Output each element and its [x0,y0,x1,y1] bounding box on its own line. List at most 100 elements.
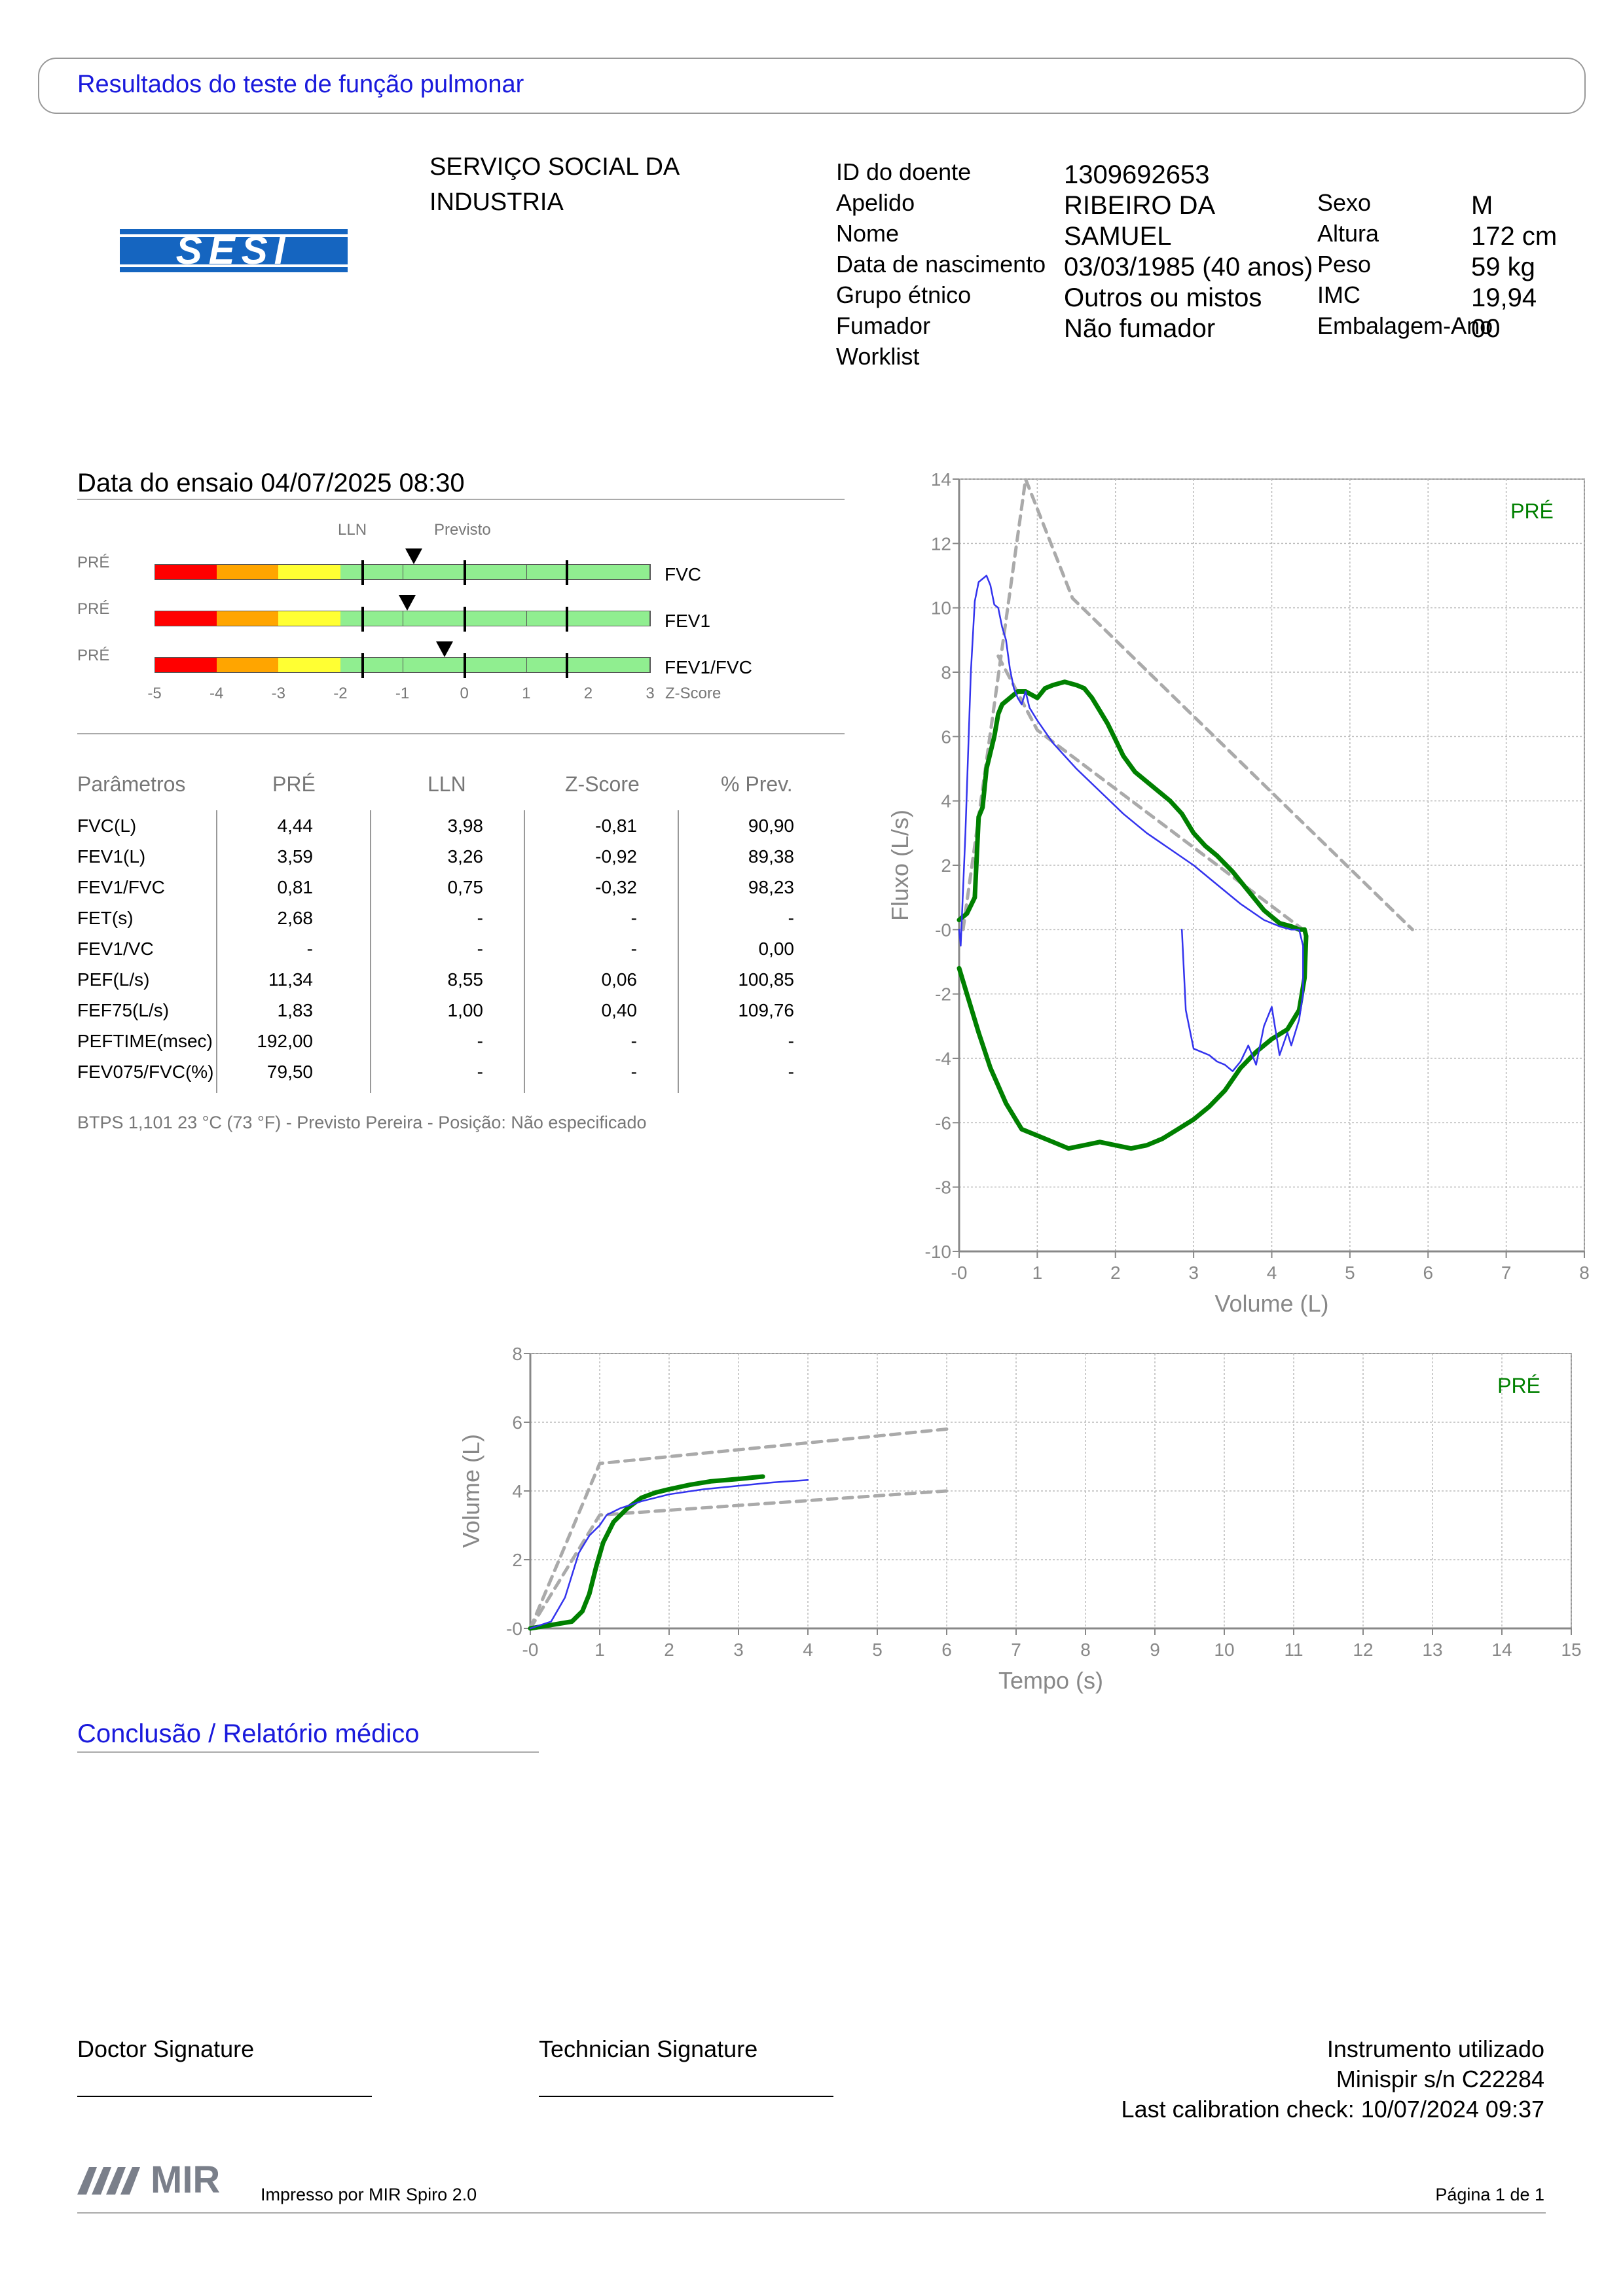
x-tick-label: 3 [733,1640,744,1660]
zscore-grid-tick [650,657,651,673]
param-name: FEV1(L) [77,846,146,867]
y-tick-label: -6 [935,1113,951,1133]
params-header-name: Parâmetros [77,772,186,796]
sex-label: Sexo [1317,189,1372,216]
name-label: Nome [836,220,900,247]
table-footnote: BTPS 1,101 23 °C (73 °F) - Previsto Pere… [77,1113,647,1132]
technician-signature-label: Technician Signature [539,2036,758,2062]
x-tick-label: 3 [1188,1263,1199,1283]
x-tick-label: 4 [1267,1263,1277,1283]
x-tick-label: 11 [1284,1640,1303,1660]
predicted-curve [528,1489,949,1630]
x-tick-label: 14 [1491,1640,1512,1660]
weight-label: Peso [1317,251,1372,278]
zscore-threshold-mark [565,607,568,632]
zscore-axis-tick: -2 [333,685,348,702]
param-name: FVC(L) [77,816,137,836]
param-cell: - [630,939,637,959]
zscore-axis-tick: 1 [522,685,531,702]
predicted-curve [996,654,1305,931]
zscore-axis-tick: -4 [209,685,224,702]
param-cell: 11,34 [268,969,313,990]
pack-years-label: Embalagem-Ano [1317,312,1493,339]
zscore-panel: LLN Previsto PRÉ FVC PRÉ FEV1 PRÉ FEV1/FVC -5… [77,517,845,733]
x-tick-label: 5 [872,1640,883,1660]
bmi-label: IMC [1317,281,1360,308]
x-tick-label: 7 [1011,1640,1021,1660]
x-tick-label: 15 [1561,1640,1581,1660]
params-header-pct-pred: % Prev. [721,772,793,796]
zscore-axis-tick: 2 [583,685,593,702]
x-tick-label: 7 [1501,1263,1512,1283]
zscore-marker [435,641,453,657]
flow-volume-chart: -0 1 2 3 4 5 6 7 81412108642-0-2-4-6-8-10Volume … [886,469,1590,1317]
y-tick-label: 6 [941,726,951,747]
x-tick-label: 6 [941,1640,952,1660]
y-tick-label: 6 [512,1412,522,1433]
param-cell: - [306,939,313,959]
zscore-threshold-mark [361,560,365,585]
param-cell: 79,50 [266,1062,313,1082]
param-cell: 3,26 [447,846,484,867]
x-tick-label: 9 [1150,1640,1160,1660]
zscore-marker [405,548,423,564]
param-cell: - [630,908,637,928]
surname-value: RIBEIRO DA [1064,191,1216,220]
report-title: Resultados do teste de função pulmonar [77,71,524,98]
y-tick-label: -4 [935,1049,951,1069]
x-tick-label: 10 [1214,1640,1234,1660]
trial-curve [958,575,1304,1072]
param-cell: - [477,1062,483,1082]
zscore-axis-tick: -5 [147,685,162,702]
doctor-signature-label: Doctor Signature [77,2036,255,2062]
x-tick-label: -0 [951,1263,968,1283]
zscore-grid-tick [526,611,527,626]
param-cell: 0,06 [601,969,638,990]
zscore-threshold-mark [565,653,568,678]
table-row: FVC(L) 4,44 3,98 -0,81 90,90 [77,816,845,842]
height-value: 172 cm [1471,222,1558,251]
mir-logo-text: MIR [151,2158,221,2201]
x-tick-label: 2 [1110,1263,1121,1283]
table-row: PEF(L/s) 11,34 8,55 0,06 100,85 [77,969,845,996]
x-tick-label: 4 [803,1640,813,1660]
zscore-bar-name: FEV1 [665,611,711,631]
zscore-bar-phase: PRÉ [77,554,110,571]
divider [77,733,845,734]
y-axis-label: Volume (L) [458,1434,484,1548]
y-tick-label: 2 [512,1550,522,1570]
footer-divider [77,2212,1546,2214]
zscore-bar-phase: PRÉ [77,647,110,664]
param-cell: -0,81 [595,816,637,836]
y-tick-label: 2 [941,855,951,876]
table-row: FET(s) 2,68 - - - [77,908,845,934]
y-tick-label: -0 [935,920,951,940]
trial-curve [529,1479,809,1630]
predicted-label: Previsto [434,521,491,539]
y-tick-label: 8 [941,662,951,683]
predicted-curve [528,1427,949,1630]
zscore-threshold-mark [361,653,365,678]
org-name-line2: INDUSTRIA [429,188,564,216]
param-name: FEV1/VC [77,939,154,959]
pack-years-value: 00 [1471,314,1501,343]
ethnic-group-value: Outros ou mistos [1064,283,1262,312]
param-cell: - [630,1031,637,1051]
height-label: Altura [1317,220,1379,247]
zscore-axis-tick: -1 [395,685,410,702]
param-cell: - [788,1031,794,1051]
birthdate-value: 03/03/1985 (40 anos) [1064,253,1313,281]
x-axis-label: Tempo (s) [998,1667,1103,1694]
table-row: FEV075/FVC(%) 79,50 - - - [77,1062,845,1088]
smoker-label: Fumador [836,312,931,339]
param-cell: 0,40 [601,1000,638,1020]
zscore-grid-tick [526,564,527,580]
zscore-marker [399,595,416,611]
param-cell: 98,23 [748,877,794,897]
x-tick-label: -0 [522,1640,539,1660]
y-tick-label: 14 [931,469,951,490]
bmi-value: 19,94 [1471,283,1537,312]
param-cell: 8,55 [447,969,484,990]
table-row: FEF75(L/s) 1,83 1,00 0,40 109,76 [77,1000,845,1026]
x-tick-label: 1 [594,1640,605,1660]
